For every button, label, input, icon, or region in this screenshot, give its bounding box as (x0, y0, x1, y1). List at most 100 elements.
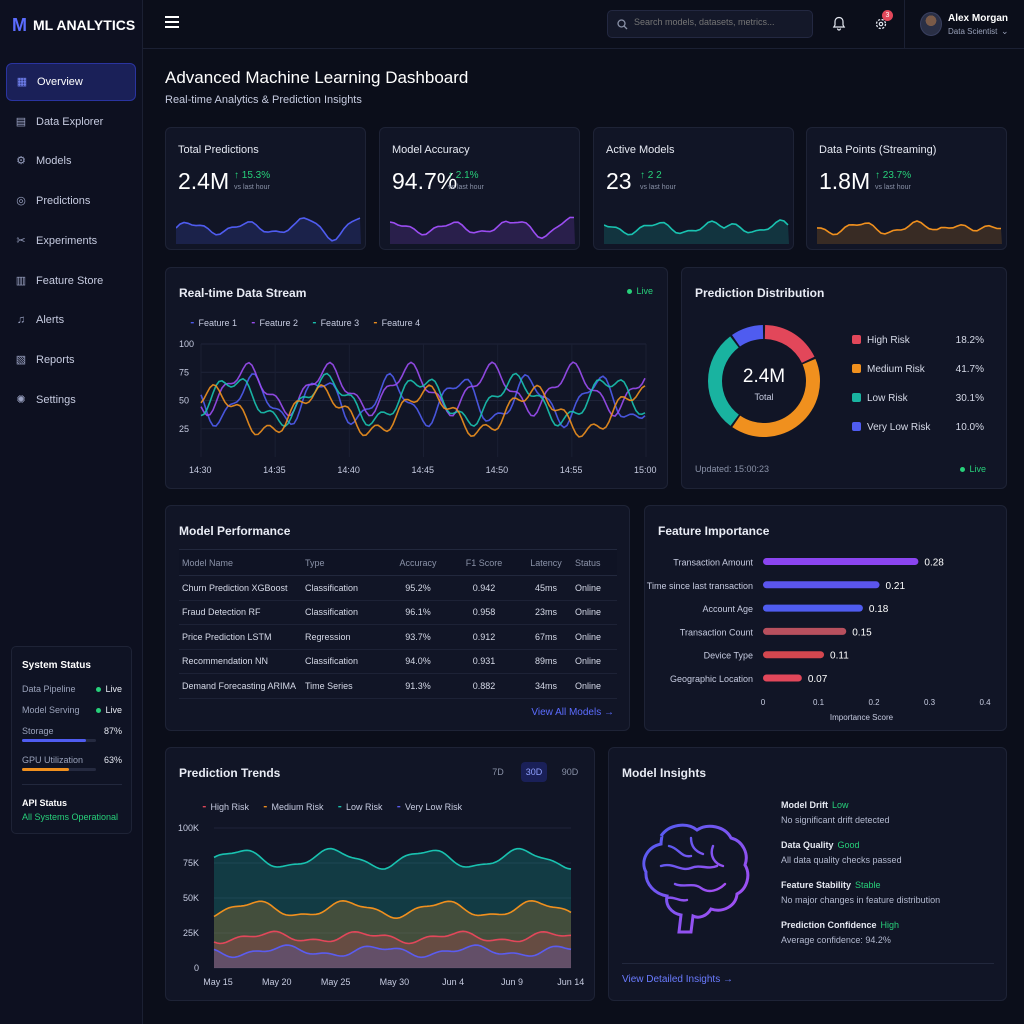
kpi-label: Active Models (606, 144, 675, 156)
kpi-delta: ↑ 2.1% (448, 170, 479, 181)
view-detailed-insights-link[interactable]: View Detailed Insights → (622, 974, 733, 985)
table-cell: 67ms (517, 624, 575, 650)
sidebar-item-reports[interactable]: ▧ Reports (6, 341, 136, 379)
user-name[interactable]: Alex Morgan (948, 13, 1009, 24)
sidebar-item-predictions[interactable]: ◎ Predictions (6, 182, 136, 220)
view-all-models-link[interactable]: View All Models → (531, 707, 614, 718)
feature-bar[interactable] (763, 581, 880, 589)
insight-item: Prediction Confidence High Average confide… (781, 920, 900, 945)
kpi-subtext: vs last hour (875, 184, 911, 191)
avatar[interactable] (920, 12, 942, 36)
sidebar-item-experiments[interactable]: ✂ Experiments (6, 222, 136, 260)
brain-icon (642, 823, 750, 934)
sidebar-item-label: Overview (37, 76, 83, 88)
range-button-90d[interactable]: 90D (561, 767, 579, 777)
distribution-title: Prediction Distribution (695, 286, 825, 300)
search-input[interactable] (634, 17, 804, 27)
status-label: Model Serving (22, 705, 80, 715)
column-header[interactable]: Type (305, 549, 385, 576)
distribution-legend-item[interactable]: Low Risk 30.1% (852, 393, 984, 404)
bell-icon[interactable] (832, 16, 846, 31)
feature-label: Transaction Amount (673, 558, 753, 568)
feature-bar[interactable] (763, 651, 825, 659)
sparkline-line (817, 220, 1001, 236)
distribution-legend-item[interactable]: Medium Risk 41.7% (852, 364, 984, 375)
sidebar-item-models[interactable]: ⚙ Models (6, 142, 136, 180)
legend-item[interactable]: ⁃ Feature 1 (190, 318, 238, 328)
table-cell: Online (575, 575, 617, 601)
sparkline-line (604, 219, 789, 236)
table-row[interactable]: Fraud Detection RF Classification 96.1% 0.9… (179, 600, 617, 625)
prediction-distribution-card: Prediction Distribution 2.4M Total High … (681, 267, 1007, 489)
range-button-7d[interactable]: 7D (492, 767, 504, 777)
search-box[interactable] (607, 10, 813, 38)
donut-slice[interactable] (732, 358, 820, 437)
legend-swatch: ⁃ (396, 802, 402, 812)
legend-item[interactable]: ⁃ Very Low Risk (396, 802, 463, 812)
settings-alert-icon[interactable] (874, 16, 888, 31)
feature-bar[interactable] (763, 674, 802, 682)
table-cell: 0.912 (451, 624, 517, 650)
table-cell: 0.942 (451, 575, 517, 601)
column-header[interactable]: F1 Score (451, 549, 517, 576)
donut-slice[interactable] (731, 325, 764, 347)
x-tick-label: 0 (761, 698, 766, 707)
sidebar-item-overview[interactable]: ▦ Overview (6, 63, 136, 101)
kpi-value: 2.4M (178, 168, 230, 194)
table-row[interactable]: Price Prediction LSTM Regression 93.7% 0.91… (179, 624, 617, 650)
insight-description: Average confidence: 94.2% (781, 935, 891, 945)
insights-title: Model Insights (622, 766, 706, 780)
sidebar-item-settings[interactable]: ✺ Settings (6, 381, 136, 419)
feature-bar[interactable] (763, 558, 919, 565)
table-row[interactable]: Churn Prediction XGBoost Classification 95… (179, 575, 617, 601)
divider (904, 0, 905, 49)
distribution-legend-item[interactable]: High Risk 18.2% (852, 335, 984, 346)
kpi-subtext: vs last hour (234, 184, 270, 191)
column-header[interactable]: Accuracy (385, 549, 451, 576)
table-cell: 0.958 (451, 600, 517, 625)
trends-title: Prediction Trends (179, 766, 281, 780)
column-header[interactable]: Latency (517, 549, 575, 576)
kpi-subtext: vs last hour (448, 184, 484, 191)
x-tick-label: 14:55 (560, 465, 583, 475)
table-cell: Online (575, 649, 617, 674)
legend-item[interactable]: ⁃ Low Risk (337, 802, 383, 812)
api-status-title: API Status (22, 798, 68, 808)
app-logo[interactable]: M ML ANALYTICS (12, 15, 135, 35)
table-cell: 34ms (517, 673, 575, 699)
gear-icon: ✺ (16, 393, 26, 406)
chevron-down-icon[interactable]: ⌄ (1001, 26, 1009, 36)
sidebar-item-data-explorer[interactable]: ▤ Data Explorer (6, 103, 136, 141)
table-row[interactable]: Demand Forecasting ARIMA Time Series 91.3%… (179, 673, 617, 699)
trend-area (214, 931, 571, 968)
distribution-legend-item[interactable]: Very Low Risk 10.0% (852, 422, 984, 433)
legend-swatch (852, 364, 861, 373)
sidebar-item-label: Alerts (36, 314, 65, 327)
arrow-up-icon: ↑ (640, 170, 648, 181)
sidebar-item-label: Predictions (36, 195, 91, 208)
menu-icon[interactable] (165, 16, 179, 28)
column-header[interactable]: Status (575, 549, 617, 576)
table-cell: Online (575, 673, 617, 699)
feature-bar[interactable] (763, 604, 863, 612)
table-cell: 94.0% (385, 649, 451, 674)
legend-item[interactable]: ⁃ Medium Risk (263, 802, 324, 812)
legend-item[interactable]: ⁃ High Risk (202, 802, 250, 812)
feature-bar[interactable] (763, 627, 847, 635)
donut-slice[interactable] (708, 336, 739, 426)
legend-item[interactable]: ⁃ Feature 4 (373, 318, 421, 328)
trend-line (213, 930, 572, 945)
range-button-30d[interactable]: 30D (521, 762, 547, 782)
sidebar-item-feature-store[interactable]: ▥ Feature Store (6, 262, 136, 300)
sidebar-item-alerts[interactable]: ♫ Alerts (6, 301, 136, 339)
kpi-label: Data Points (Streaming) (819, 144, 937, 156)
performance-table: Model Name Type Accuracy F1 Score Latency Sta… (179, 549, 617, 699)
table-row[interactable]: Recommendation NN Classification 94.0% 0.93… (179, 649, 617, 674)
column-header[interactable]: Model Name (179, 549, 305, 576)
legend-item[interactable]: ⁃ Feature 2 (251, 318, 299, 328)
status-label: Storage (22, 726, 54, 736)
legend-item[interactable]: ⁃ Feature 3 (312, 318, 360, 328)
kpi-value: 1.8M (819, 168, 871, 194)
donut-slice[interactable] (764, 325, 815, 363)
live-dot (96, 708, 102, 714)
